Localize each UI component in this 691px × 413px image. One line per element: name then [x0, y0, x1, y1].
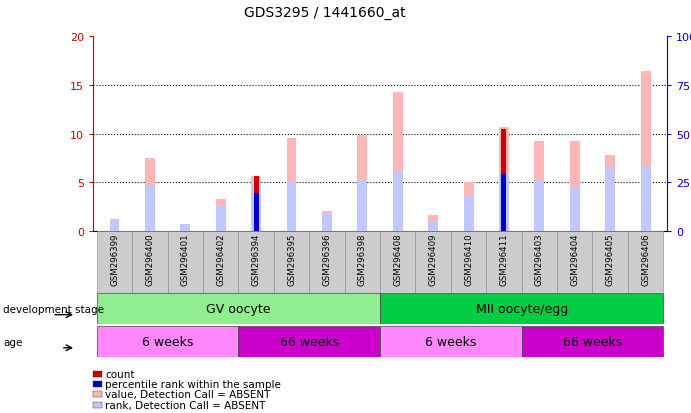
Bar [110, 220, 120, 231]
Bar [641, 72, 650, 231]
Bar [180, 228, 190, 231]
Text: GSM296405: GSM296405 [606, 233, 615, 286]
Bar [216, 205, 226, 231]
Text: GSM296402: GSM296402 [216, 233, 225, 286]
Bar [287, 182, 296, 231]
Bar [499, 175, 509, 231]
Bar [392, 171, 403, 231]
Bar [522, 326, 663, 357]
Bar [274, 231, 310, 293]
Bar [310, 231, 345, 293]
Bar [132, 231, 168, 293]
Bar [380, 231, 415, 293]
Bar [254, 193, 258, 231]
Bar [428, 216, 438, 231]
Text: 6 weeks: 6 weeks [142, 335, 193, 348]
Text: GSM296410: GSM296410 [464, 233, 473, 286]
Bar [502, 129, 507, 231]
Bar [145, 186, 155, 231]
Bar [502, 175, 507, 231]
Text: count: count [105, 369, 135, 379]
Bar [380, 326, 522, 357]
Text: GSM296400: GSM296400 [145, 233, 154, 286]
Text: percentile rank within the sample: percentile rank within the sample [105, 379, 281, 389]
Bar [605, 167, 615, 231]
Text: 66 weeks: 66 weeks [280, 335, 339, 348]
Text: GSM296395: GSM296395 [287, 233, 296, 285]
Bar [97, 231, 132, 293]
Text: GSM296396: GSM296396 [323, 233, 332, 285]
Text: value, Detection Call = ABSENT: value, Detection Call = ABSENT [105, 389, 270, 399]
Bar [534, 181, 545, 231]
Bar [252, 177, 261, 231]
Bar [522, 231, 557, 293]
Bar [357, 136, 368, 231]
Bar [322, 212, 332, 231]
Bar [534, 142, 545, 231]
Text: development stage: development stage [3, 304, 104, 314]
Text: GSM296394: GSM296394 [252, 233, 261, 285]
Text: GSM296411: GSM296411 [500, 233, 509, 286]
Bar [322, 215, 332, 231]
Text: 66 weeks: 66 weeks [563, 335, 622, 348]
Bar [570, 188, 580, 231]
Text: GSM296404: GSM296404 [570, 233, 579, 286]
Text: 6 weeks: 6 weeks [425, 335, 477, 348]
Text: age: age [3, 337, 23, 347]
Bar [592, 231, 628, 293]
Bar [97, 293, 380, 324]
Bar [238, 231, 274, 293]
Bar [570, 142, 580, 231]
Bar [451, 231, 486, 293]
Text: GSM296408: GSM296408 [393, 233, 402, 286]
Bar [557, 231, 592, 293]
Bar [464, 183, 473, 231]
Text: GSM296403: GSM296403 [535, 233, 544, 286]
Bar [392, 93, 403, 231]
Bar [110, 221, 120, 231]
Bar [252, 181, 261, 231]
Bar [428, 221, 438, 231]
Bar [380, 293, 663, 324]
Bar [254, 177, 258, 231]
Bar [605, 156, 615, 231]
Text: GSM296399: GSM296399 [110, 233, 119, 285]
Bar [238, 326, 380, 357]
Bar [486, 231, 522, 293]
Bar [628, 231, 663, 293]
Text: GSM296398: GSM296398 [358, 233, 367, 285]
Bar [345, 231, 380, 293]
Bar [216, 199, 226, 231]
Text: rank, Detection Call = ABSENT: rank, Detection Call = ABSENT [105, 400, 265, 410]
Bar [145, 159, 155, 231]
Bar [180, 225, 190, 231]
Text: MII oocyte/egg: MII oocyte/egg [475, 302, 568, 315]
Text: GDS3295 / 1441660_at: GDS3295 / 1441660_at [244, 6, 406, 20]
Bar [203, 231, 238, 293]
Bar [168, 231, 203, 293]
Bar [464, 195, 473, 231]
Text: GSM296409: GSM296409 [428, 233, 437, 285]
Bar [415, 231, 451, 293]
Text: GSM296406: GSM296406 [641, 233, 650, 286]
Bar [641, 166, 650, 231]
Text: GV oocyte: GV oocyte [206, 302, 271, 315]
Text: GSM296401: GSM296401 [181, 233, 190, 286]
Bar [357, 181, 368, 231]
Bar [287, 139, 296, 231]
Bar [499, 128, 509, 231]
Bar [97, 326, 238, 357]
